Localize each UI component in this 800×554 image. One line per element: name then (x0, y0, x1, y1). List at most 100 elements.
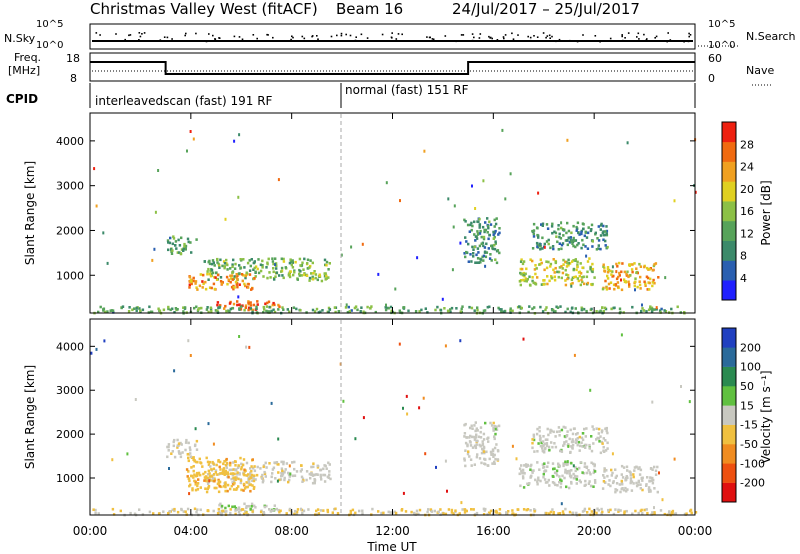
heatmap-cell (615, 474, 618, 478)
heatmap-cell (474, 446, 478, 450)
heatmap-cell (645, 508, 648, 511)
heatmap-cell (531, 247, 535, 250)
heatmap-cell (223, 473, 226, 476)
heatmap-cell (281, 306, 284, 309)
heatmap-cell (582, 227, 585, 231)
heatmap-cell (612, 512, 616, 516)
heatmap-cell (562, 425, 565, 429)
heatmap-cell (639, 468, 643, 472)
heatmap-cell (605, 286, 608, 289)
heatmap-cell (282, 460, 285, 464)
heatmap-cell (541, 440, 545, 443)
noise-point (166, 36, 169, 39)
heatmap-cell (461, 305, 464, 308)
heatmap-cell (566, 138, 569, 142)
heatmap-cell (180, 507, 183, 511)
heatmap-cell (450, 508, 454, 512)
heatmap-cell (328, 308, 331, 311)
heatmap-cell (324, 263, 327, 267)
heatmap-cell (232, 258, 235, 262)
heatmap-cell (225, 466, 228, 469)
heatmap-cell (633, 466, 637, 469)
heatmap-cell (552, 430, 555, 434)
heatmap-cell (585, 443, 588, 447)
heatmap-cell (272, 466, 276, 470)
heatmap-cell (334, 310, 337, 314)
heatmap-cell (606, 447, 609, 450)
heatmap-cell (593, 470, 597, 473)
heatmap-cell (542, 475, 545, 479)
heatmap-cell (326, 508, 329, 512)
heatmap-cell (603, 266, 606, 270)
heatmap-cell (216, 303, 219, 307)
heatmap-cell (324, 272, 327, 275)
heatmap-cell (487, 237, 490, 241)
heatmap-cell (558, 235, 561, 239)
noise-point (391, 32, 393, 34)
heatmap-cell (627, 275, 630, 279)
heatmap-cell (644, 284, 647, 287)
heatmap-cell (631, 305, 634, 309)
heatmap-cell (195, 439, 199, 443)
heatmap-cell (590, 461, 593, 465)
heatmap-cell (543, 465, 546, 469)
heatmap-cell (306, 258, 310, 262)
heatmap-cell (256, 303, 259, 306)
heatmap-cell (602, 437, 605, 440)
heatmap-cell (473, 424, 476, 427)
noise-point (569, 39, 571, 42)
heatmap-cell (490, 453, 493, 456)
heatmap-cell (634, 509, 637, 513)
heatmap-cell (480, 235, 483, 239)
heatmap-cell (619, 509, 622, 512)
heatmap-cell (626, 270, 629, 274)
heatmap-cell (210, 475, 213, 478)
heatmap-cell (544, 438, 548, 441)
heatmap-cell (227, 278, 230, 282)
heatmap-cell (459, 310, 462, 313)
heatmap-cell (553, 471, 557, 475)
heatmap-cell (487, 440, 490, 443)
heatmap-cell (527, 310, 530, 314)
heatmap-cell (535, 241, 539, 245)
heatmap-cell (250, 469, 253, 473)
heatmap-cell (551, 222, 554, 226)
heatmap-cell (231, 472, 235, 475)
heatmap-cell (544, 308, 547, 312)
heatmap-cell (361, 242, 364, 246)
heatmap-cell (407, 309, 410, 313)
heatmap-cell (178, 244, 182, 247)
heatmap-cell (531, 446, 534, 450)
heatmap-cell (424, 307, 427, 310)
heatmap-cell (524, 277, 528, 280)
heatmap-cell (542, 283, 546, 286)
heatmap-cell (585, 236, 589, 239)
heatmap-cell (453, 204, 456, 208)
heatmap-cell (526, 508, 530, 511)
heatmap-cell (473, 233, 476, 236)
heatmap-cell (93, 167, 96, 171)
heatmap-cell (207, 260, 210, 264)
heatmap-cell (536, 233, 539, 237)
heatmap-cell (234, 506, 238, 510)
heatmap-cell (581, 438, 585, 442)
heatmap-cell (561, 474, 564, 478)
noise-point (594, 35, 597, 37)
heatmap-cell (282, 260, 286, 263)
heatmap-cell (218, 266, 221, 269)
heatmap-cell (655, 308, 658, 311)
heatmap-cell (568, 486, 571, 490)
noise-point (479, 33, 482, 35)
heatmap-cell (522, 278, 525, 282)
heatmap-cell (356, 308, 359, 312)
heatmap-cell (649, 305, 652, 308)
heatmap-cell (476, 233, 480, 236)
heatmap-cell (226, 282, 229, 286)
heatmap-cell (254, 506, 257, 509)
heatmap-cell (205, 456, 208, 460)
heatmap-cell (496, 458, 500, 461)
heatmap-cell (464, 255, 467, 259)
heatmap-cell (245, 506, 248, 510)
heatmap-cell (174, 244, 177, 247)
